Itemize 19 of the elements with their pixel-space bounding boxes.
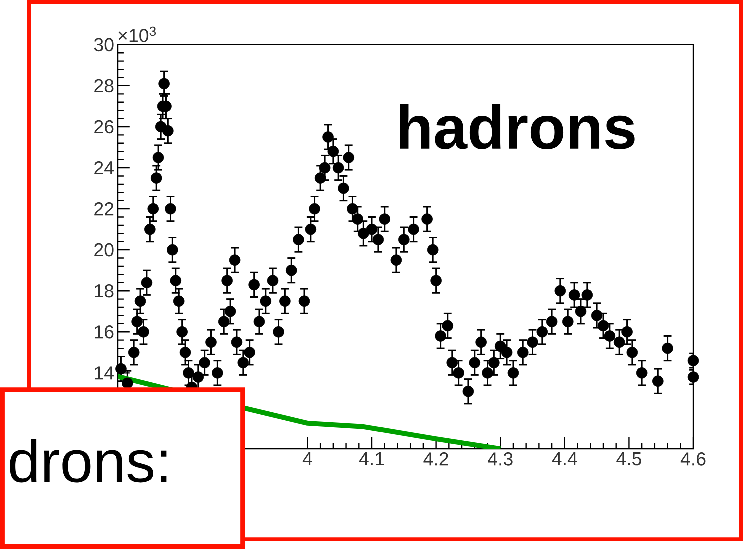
annotation: drons: [10,439,167,483]
x-tick-label: 4.4 [552,452,578,466]
y-tick-label: 20 [94,243,114,257]
y-tick-label: 22 [94,202,114,216]
x-tick-label: 4 [302,452,312,466]
text: hadrons [400,104,635,150]
x-tick-label: 4.5 [616,452,642,466]
x-tick-label: 4.3 [488,452,513,466]
x-tick-label: 4.2 [424,452,448,466]
y-tick-label: 24 [94,161,114,175]
x-tick-label: 4.1 [359,452,384,466]
y-tick-label: 26 [94,120,114,134]
y-tick-label: 16 [95,326,114,339]
y-tick-label: 14 [95,366,114,380]
text: ×10$^{3}$ [118,26,156,42]
y-tick-label: 28 [94,79,114,93]
y-tick-label: 30 [94,38,114,52]
x-tick-label: 4.6 [680,452,706,466]
y-tick-label: 18 [95,284,114,298]
